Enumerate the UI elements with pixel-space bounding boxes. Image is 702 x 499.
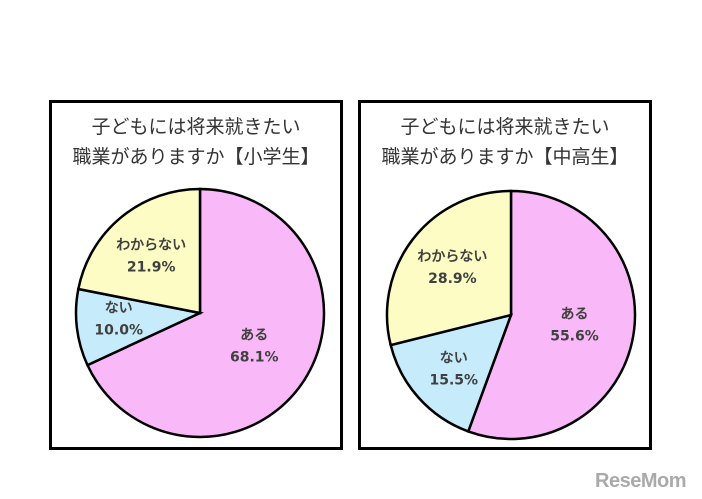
chart-panel-elementary: 子どもには将来就きたい 職業がありますか【小学生】 ある 68.1% ない 10.0%… — [49, 100, 343, 450]
pie-chart-elementary: ある 68.1% ない 10.0% わからない 21.9% — [74, 187, 326, 439]
slice-label-nai: ない — [440, 350, 468, 366]
chart-title-line1: 子どもには将来就きたい — [400, 116, 610, 138]
pie-slice-aru — [466, 189, 637, 441]
pie-slice-nai — [389, 313, 513, 434]
pie-chart-secondary: ある 55.6% ない 15.5% わからない 28.9% — [385, 189, 637, 441]
pie-slice-wakaranai — [76, 187, 202, 315]
chart-panel-secondary: 子どもには将来就きたい 職業がありますか【中高生】 ある 55.6% ない 15.5%… — [358, 100, 652, 450]
pie-slice-aru — [85, 187, 326, 439]
slice-value-aru: 68.1% — [230, 350, 279, 366]
pie-slice-wakaranai — [385, 189, 513, 347]
chart-title-line2: 職業がありますか【小学生】 — [72, 146, 320, 168]
chart-title-line1: 子どもには将来就きたい — [91, 116, 301, 138]
slice-value-nai: 15.5% — [430, 372, 479, 388]
slice-value-aru: 55.6% — [550, 328, 599, 344]
slice-label-wakaranai: わからない — [116, 238, 186, 254]
slice-label-wakaranai: わからない — [417, 249, 487, 265]
chart-title-line2: 職業がありますか【中高生】 — [381, 146, 629, 168]
resemom-logo: ReseMom — [595, 470, 686, 492]
slice-label-aru: ある — [240, 328, 268, 344]
slice-label-aru: ある — [561, 306, 589, 322]
slice-label-nai: ない — [105, 301, 133, 317]
slice-value-wakaranai: 21.9% — [127, 260, 176, 276]
slice-value-wakaranai: 28.9% — [428, 271, 477, 287]
slice-value-nai: 10.0% — [94, 323, 143, 339]
